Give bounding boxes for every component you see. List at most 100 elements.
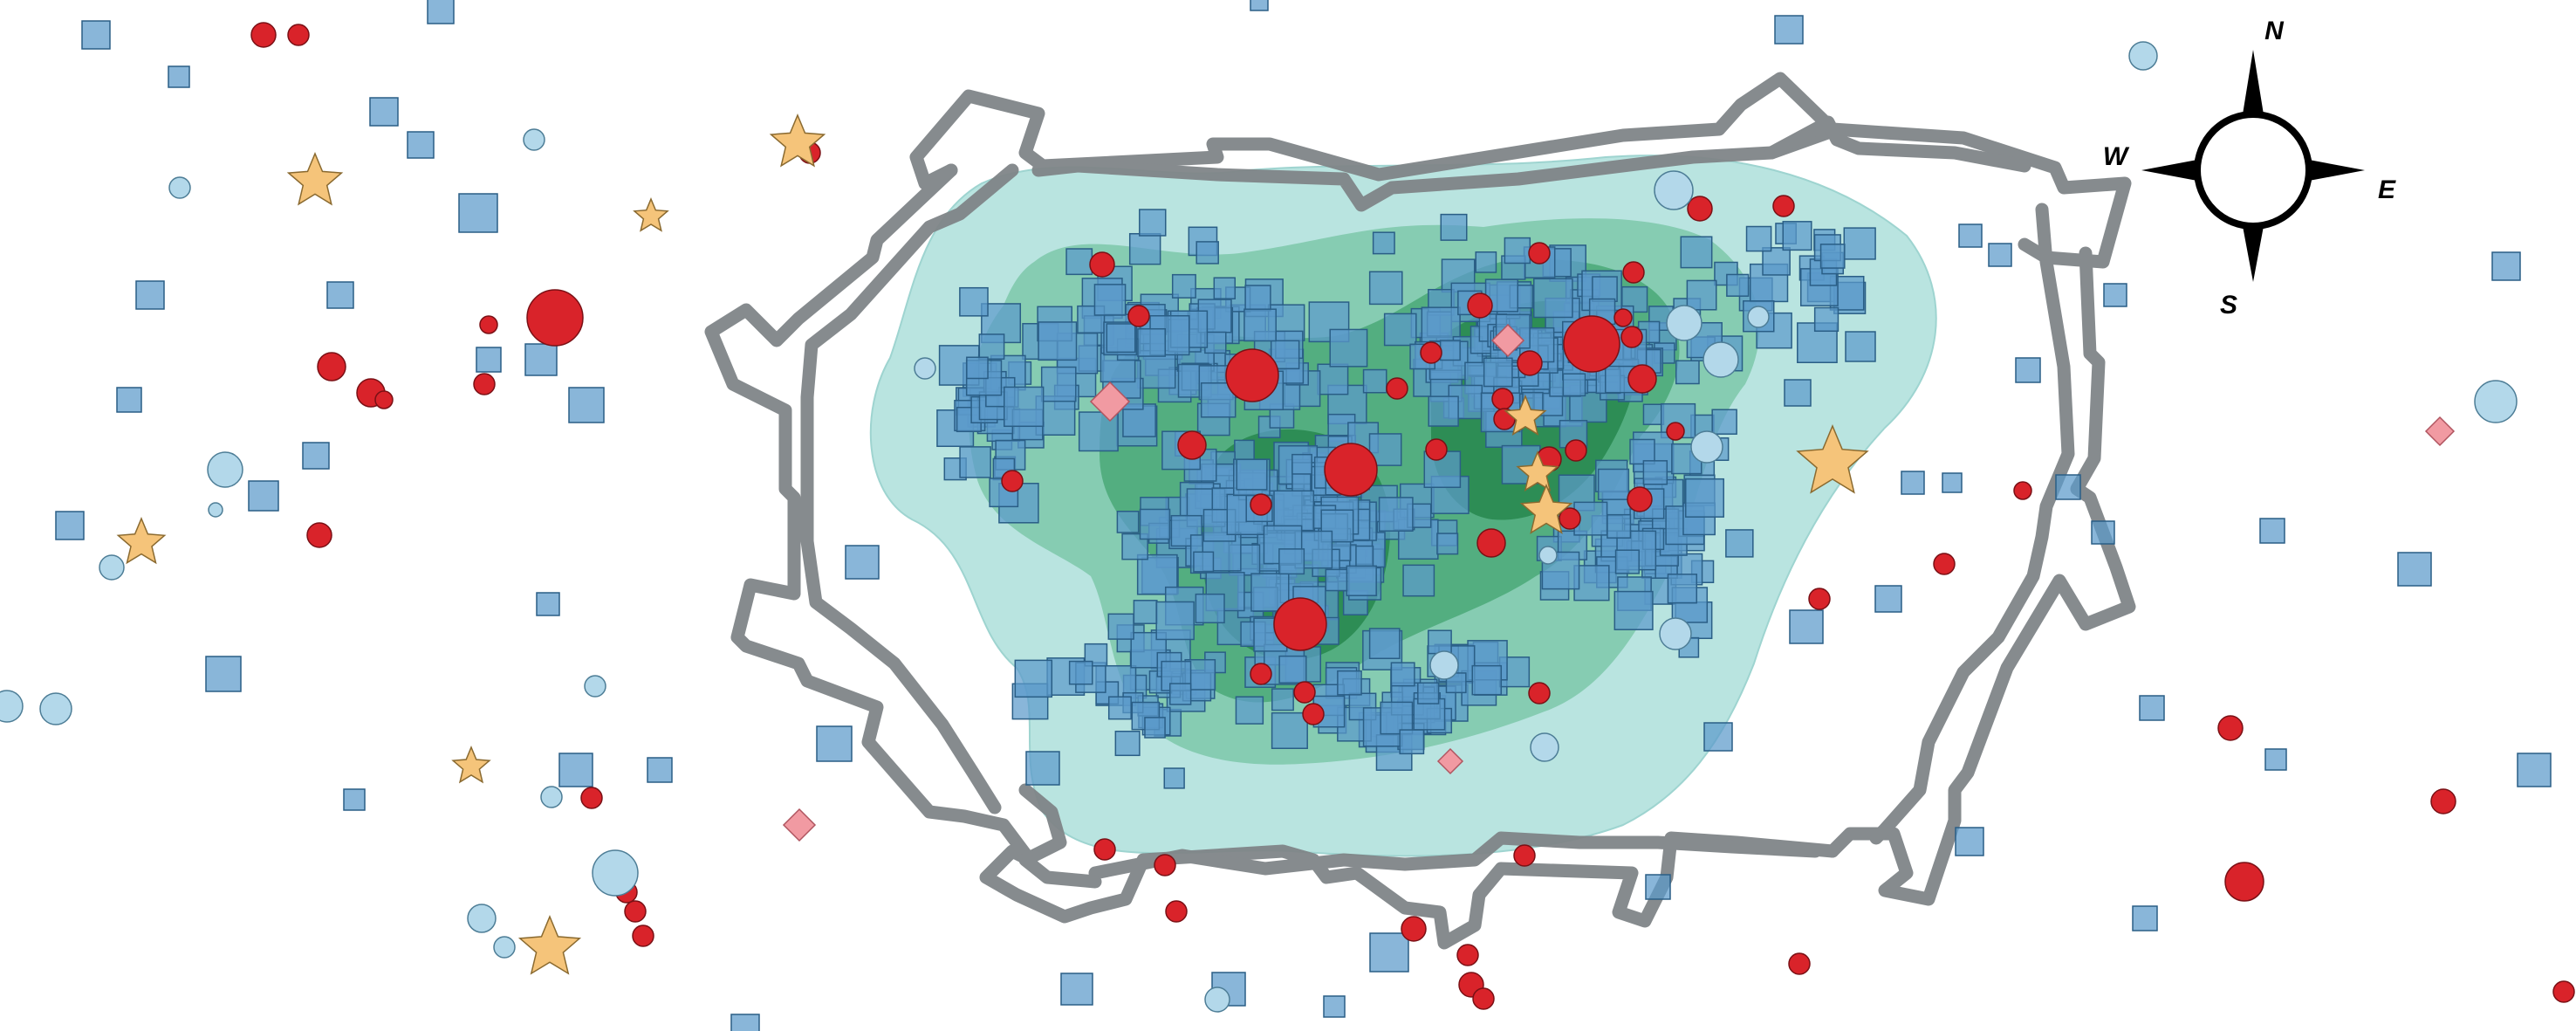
square-marker: [1762, 247, 1791, 276]
square-marker: [1337, 670, 1362, 696]
square-marker: [2264, 748, 2287, 771]
square-marker: [1128, 232, 1161, 265]
inner-wall-east: [1869, 203, 2075, 845]
square-marker: [966, 356, 989, 380]
compass-south-label: S: [2220, 291, 2237, 320]
square-marker: [1533, 278, 1573, 319]
circle-marker: [1538, 546, 1558, 565]
square-marker: [1323, 995, 1346, 1018]
circle-marker: [1250, 663, 1272, 685]
circle-marker: [287, 24, 310, 46]
circle-marker: [1613, 308, 1633, 327]
square-marker: [2491, 251, 2521, 281]
square-marker: [1592, 276, 1618, 302]
square-marker: [248, 480, 279, 512]
square-marker: [2397, 552, 2432, 587]
diamond-marker: [782, 808, 817, 842]
compass-east-label: E: [2378, 175, 2396, 204]
square-marker: [1439, 340, 1461, 361]
circle-marker: [1429, 650, 1459, 680]
square-marker: [1726, 273, 1750, 297]
circle-marker: [1666, 305, 1702, 341]
square-marker: [1958, 223, 1983, 248]
square-marker: [1725, 529, 1754, 558]
square-marker: [458, 193, 498, 233]
square-marker: [1440, 213, 1468, 241]
square-marker: [1362, 368, 1387, 394]
circle-marker: [1747, 306, 1770, 328]
circle-marker: [1089, 251, 1115, 278]
inner-wall-north: [1031, 124, 1840, 212]
circle-marker: [1530, 732, 1559, 762]
square-marker: [1642, 460, 1668, 485]
square-marker: [536, 592, 560, 616]
square-marker: [302, 442, 330, 470]
square-marker: [1428, 395, 1459, 427]
circle-marker: [493, 936, 516, 959]
square-marker: [1645, 874, 1671, 900]
square-marker: [1942, 472, 1963, 493]
square-marker: [1271, 711, 1308, 750]
square-marker: [959, 446, 991, 478]
diamond-marker: [1089, 381, 1131, 423]
circle-marker: [207, 451, 243, 488]
compass-south-point: [2243, 226, 2264, 282]
square-marker: [1038, 321, 1078, 361]
circle-marker: [1622, 261, 1645, 284]
square-marker: [1137, 327, 1166, 357]
star-marker: [116, 517, 167, 565]
circle-marker: [1559, 507, 1581, 530]
square-marker: [2132, 905, 2158, 931]
square-marker: [1955, 827, 1984, 856]
circle-marker: [1293, 681, 1316, 704]
compass-ring: [2194, 111, 2312, 230]
diamond-marker: [2424, 416, 2456, 447]
square-marker: [168, 65, 190, 88]
circle-marker: [1302, 703, 1325, 725]
circle-marker: [1772, 195, 1795, 217]
circle-marker: [523, 128, 545, 151]
circle-marker: [168, 176, 191, 199]
square-marker: [1325, 568, 1348, 592]
circle-marker: [1620, 326, 1643, 348]
circle-marker: [1154, 854, 1176, 876]
diamond-marker: [1436, 747, 1464, 775]
square-marker: [1116, 511, 1140, 533]
square-marker: [1471, 664, 1503, 696]
square-marker: [2517, 753, 2552, 787]
circle-marker: [1563, 315, 1620, 373]
circle-marker: [1528, 242, 1551, 265]
square-marker: [1004, 386, 1045, 428]
circle-marker: [1401, 916, 1427, 942]
square-marker: [730, 1014, 760, 1031]
circle-marker: [1476, 528, 1506, 558]
circle-marker: [1659, 617, 1692, 650]
outer-wall-west: [704, 163, 1037, 867]
square-marker: [1378, 497, 1414, 532]
square-marker: [1346, 565, 1377, 596]
square-marker: [116, 387, 142, 413]
square-marker: [1667, 574, 1698, 604]
square-marker: [1234, 439, 1255, 461]
square-marker: [1874, 585, 1902, 613]
square-marker: [1107, 613, 1134, 640]
square-marker: [1317, 363, 1349, 395]
square-marker: [2259, 518, 2285, 544]
star-marker: [286, 152, 344, 206]
square-marker: [1144, 717, 1166, 739]
circle-marker: [1165, 900, 1188, 923]
circle-marker: [374, 390, 394, 409]
star-marker: [769, 113, 826, 168]
square-marker: [1562, 373, 1586, 397]
inner-wall-west: [800, 163, 1019, 814]
star-marker: [633, 197, 669, 232]
square-marker: [1235, 696, 1264, 725]
square-marker: [1714, 261, 1738, 286]
square-marker: [1427, 629, 1452, 655]
circle-marker: [1517, 350, 1543, 376]
circle-marker: [317, 352, 346, 381]
square-marker: [1025, 751, 1060, 786]
circle-marker: [306, 522, 332, 548]
outer-wall-north: [909, 72, 2132, 269]
